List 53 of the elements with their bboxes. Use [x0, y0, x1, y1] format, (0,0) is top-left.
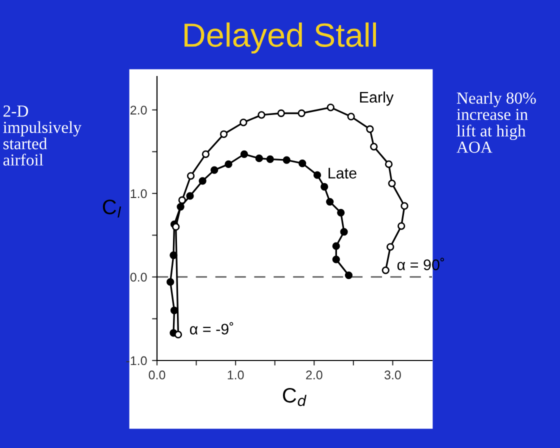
point	[186, 192, 194, 200]
x-tick-label: 1.0	[228, 370, 244, 380]
annotation: α = -9˚	[190, 322, 234, 335]
point	[166, 278, 174, 286]
point	[210, 166, 218, 174]
point	[384, 160, 393, 168]
x-axis-title: C$_{d}$	[282, 388, 306, 406]
point	[258, 111, 266, 119]
point	[266, 155, 274, 164]
x-tick-label: 2.0	[306, 370, 322, 380]
point	[400, 202, 408, 210]
point	[178, 196, 186, 204]
y-tick-label: 2.0	[130, 106, 147, 115]
point	[347, 112, 355, 120]
point	[172, 223, 180, 231]
x-tick-label: 3.0	[384, 370, 401, 380]
point	[202, 150, 210, 158]
point	[344, 271, 353, 280]
point	[332, 256, 340, 264]
point	[313, 171, 322, 179]
point	[326, 104, 334, 112]
point	[282, 156, 290, 164]
point	[186, 172, 195, 180]
point	[298, 160, 306, 168]
y-axis-title: C$_{l}$	[102, 200, 122, 218]
text: 2-D impulsively started airfoil	[3, 106, 82, 166]
point	[298, 109, 306, 118]
point	[220, 130, 228, 138]
series-label: Early	[360, 91, 394, 106]
point	[386, 243, 394, 251]
y-tick-label: 1.0	[130, 189, 147, 198]
point	[224, 160, 232, 168]
point	[398, 222, 406, 230]
text: Nearly 80% increase in lift at high AOA	[456, 92, 536, 153]
point	[340, 228, 348, 236]
y-tick-label: 0.0	[130, 272, 147, 282]
point	[337, 208, 345, 216]
point	[332, 242, 340, 250]
chart-title: Delayed Stall	[184, 22, 376, 54]
series-label: Late	[328, 168, 356, 179]
point	[255, 154, 263, 162]
x-tick-label: 0.0	[148, 370, 166, 380]
point	[370, 142, 378, 150]
point	[388, 180, 396, 188]
point	[240, 150, 248, 158]
point	[326, 198, 334, 206]
point	[240, 118, 248, 126]
point	[277, 109, 285, 118]
point	[366, 125, 374, 133]
point	[320, 182, 328, 191]
point	[198, 177, 206, 185]
point	[382, 266, 390, 274]
point	[174, 330, 182, 338]
